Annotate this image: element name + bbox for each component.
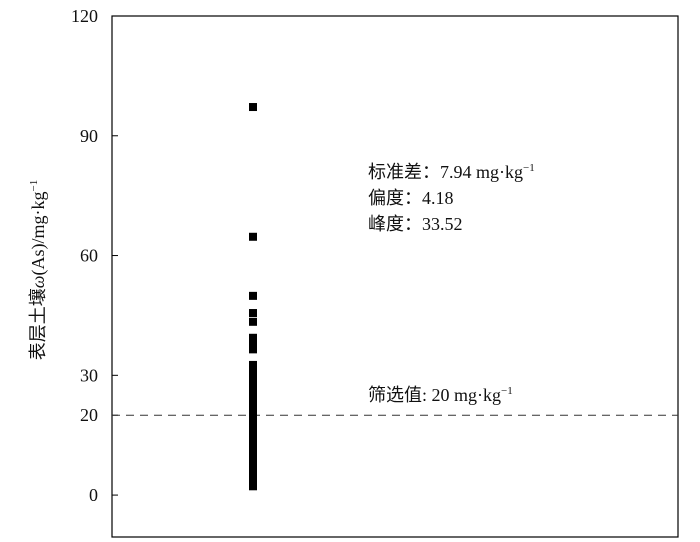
threshold-label: 筛选值: 20 mg·kg−1 bbox=[368, 385, 513, 405]
annotation-text: 峰度：33.52 bbox=[368, 214, 463, 234]
y-tick-label: 30 bbox=[80, 365, 98, 385]
annotation-text: 标准差：7.94 mg·kg bbox=[368, 162, 523, 182]
y-label-part: 表层土壤 bbox=[28, 288, 48, 360]
annotation-text: 偏度：4.18 bbox=[368, 188, 454, 208]
annotation-sup: −1 bbox=[523, 162, 535, 174]
point bbox=[249, 345, 257, 354]
y-tick-label: 90 bbox=[80, 126, 98, 146]
y-tick-label: 60 bbox=[80, 246, 98, 266]
y-tick-label: 120 bbox=[71, 6, 98, 26]
y-label-sup: −1 bbox=[28, 180, 40, 192]
y-label-part: ω bbox=[28, 276, 48, 289]
annotation: 标准差：7.94 mg·kg−1 bbox=[368, 162, 535, 182]
point bbox=[249, 333, 257, 342]
point bbox=[249, 360, 257, 369]
y-label-part: (As)/mg·kg bbox=[28, 192, 49, 276]
y-tick-label: 20 bbox=[80, 405, 98, 425]
point bbox=[249, 232, 257, 241]
plot-frame bbox=[111, 15, 679, 538]
point bbox=[249, 309, 257, 318]
threshold-sup: −1 bbox=[501, 385, 513, 397]
point bbox=[249, 482, 257, 491]
point bbox=[249, 103, 257, 112]
point bbox=[249, 317, 257, 326]
annotation: 峰度：33.52 bbox=[368, 214, 463, 234]
y-axis-label: 表层土壤ω(As)/mg·kg−1 bbox=[28, 180, 49, 360]
point bbox=[249, 291, 257, 300]
annotation: 偏度：4.18 bbox=[368, 188, 454, 208]
threshold-text: 筛选值: 20 mg·kg bbox=[368, 385, 501, 405]
y-tick-label: 0 bbox=[89, 485, 98, 505]
point bbox=[249, 340, 257, 349]
